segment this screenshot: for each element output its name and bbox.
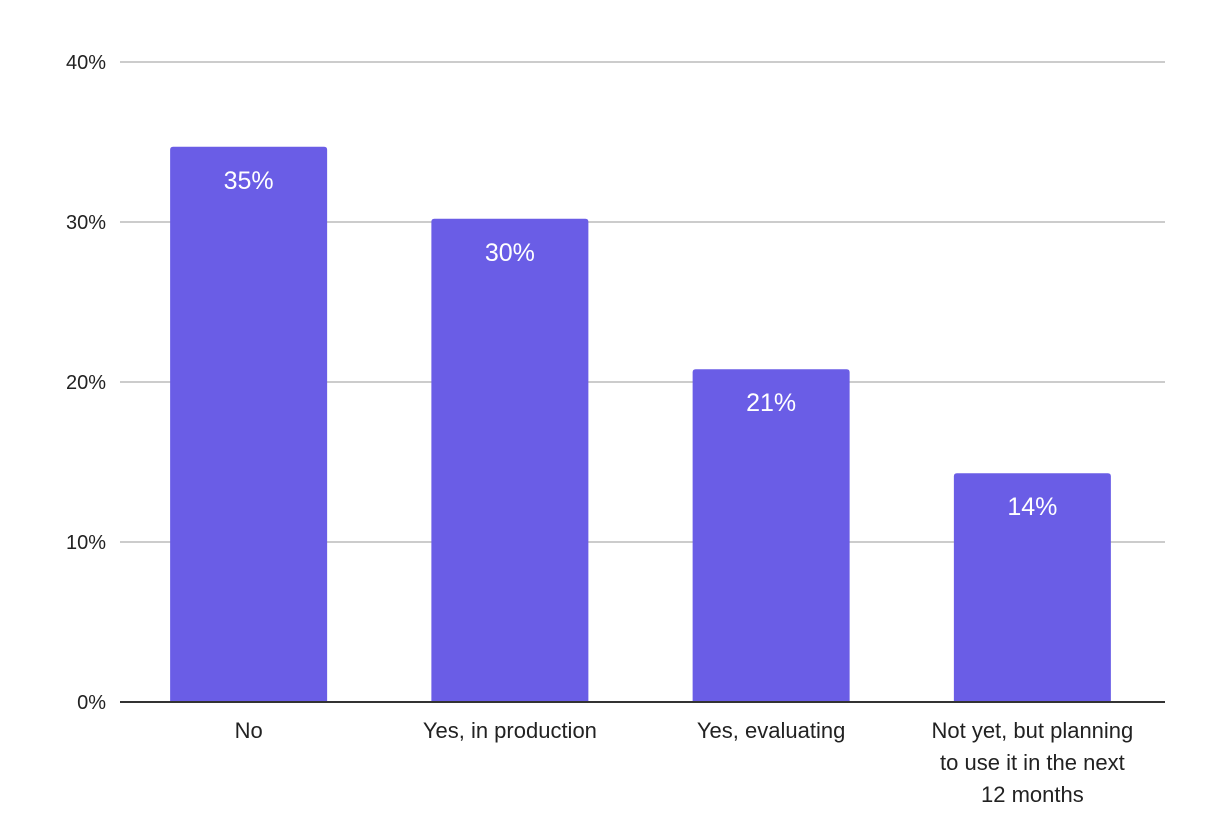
- bar: [431, 218, 589, 703]
- bar: [170, 146, 328, 703]
- y-tick-label: 0%: [77, 692, 106, 714]
- bar-value-label: 14%: [1007, 493, 1057, 521]
- x-axis-ticks: No Yes, in production Yes, evaluating Not y…: [235, 718, 1134, 807]
- x-tick-label: No: [235, 718, 263, 743]
- bar: [953, 473, 1111, 702]
- bar: [692, 369, 850, 702]
- bar-value-label: 21%: [746, 389, 796, 417]
- bar-value-label: 30%: [485, 239, 535, 267]
- x-tick-label: Not yet, but planning to use it in the ne…: [931, 718, 1133, 807]
- y-tick-label: 20%: [66, 372, 106, 394]
- y-tick-label: 10%: [66, 532, 106, 554]
- x-tick-label: Yes, in production: [423, 718, 597, 743]
- y-axis-ticks: 0% 10% 20% 30% 40%: [66, 52, 106, 714]
- bars: [170, 146, 1111, 703]
- y-tick-label: 30%: [66, 212, 106, 234]
- data-labels: 35% 30% 21% 14%: [224, 167, 1058, 521]
- y-tick-label: 40%: [66, 52, 106, 74]
- bar-value-label: 35%: [224, 167, 274, 195]
- x-tick-label: Yes, evaluating: [697, 718, 845, 743]
